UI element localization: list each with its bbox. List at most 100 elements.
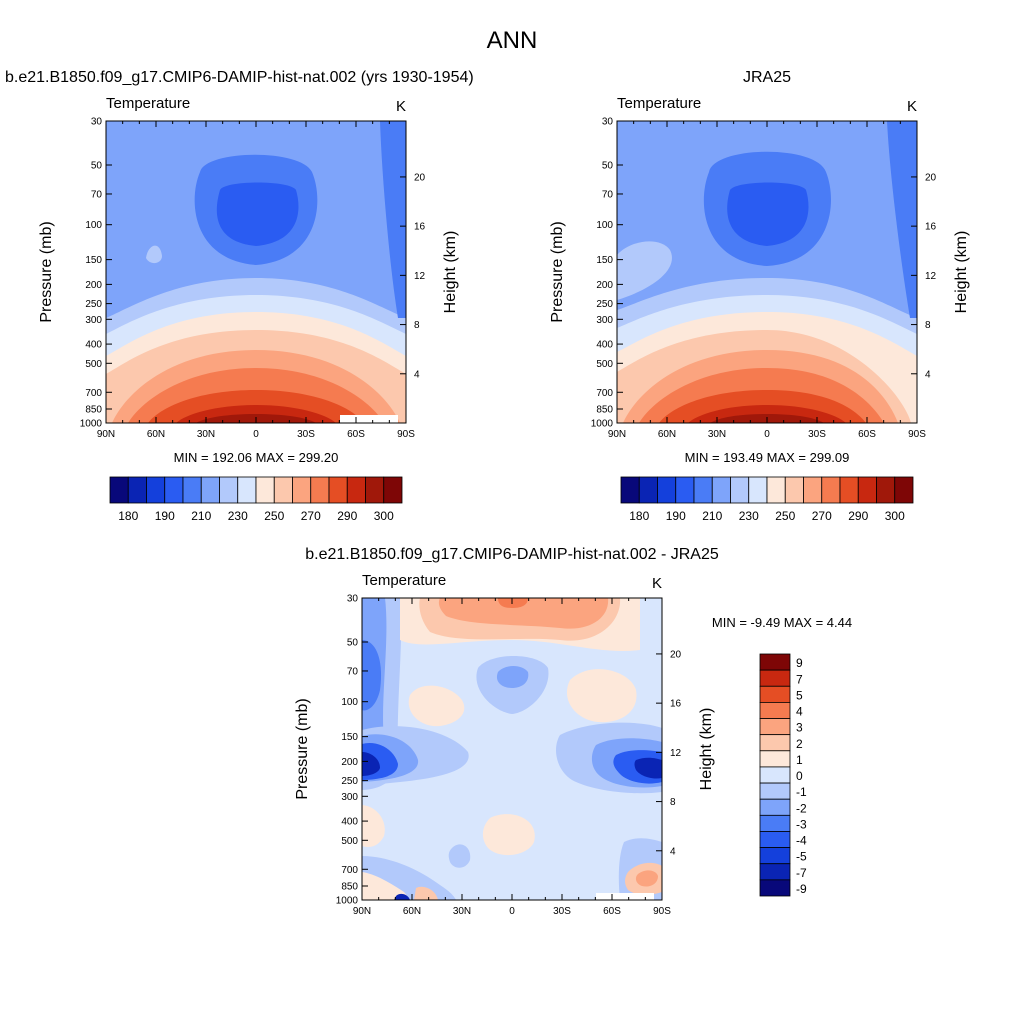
colorbar-swatch — [759, 702, 791, 719]
colorbar-swatch — [759, 669, 791, 687]
colorbar-swatch — [638, 476, 658, 504]
y-tick-label: 300 — [341, 792, 358, 803]
panel-model-plot — [106, 121, 406, 423]
y-tick-label: 300 — [596, 315, 613, 326]
x-tick-label: 90S — [397, 429, 415, 440]
y-tick-label: 1000 — [591, 419, 614, 430]
y-right-tick-label: 8 — [925, 320, 931, 331]
x-tick-label: 60N — [403, 906, 421, 917]
colorbar-swatch — [759, 653, 791, 671]
colorbar-label: 250 — [775, 509, 795, 523]
y-tick-label: 1000 — [336, 896, 359, 907]
panel-obs: JRA25 Temperature K 90N 60N 30N 0 30S 60S 90S 3… — [549, 69, 970, 523]
panel-diff-band-pos1-trop-eq — [482, 814, 535, 856]
colorbar-label: 3 — [796, 721, 803, 735]
y-tick-label: 250 — [341, 776, 358, 787]
colorbar-swatch — [146, 476, 166, 504]
y-tick-label: 250 — [596, 299, 613, 310]
panel-diff-band-pos4-top — [498, 598, 528, 608]
y-tick-label: 150 — [596, 255, 613, 266]
panel-diff-units: K — [652, 575, 662, 592]
panel-diff-stats: MIN = -9.49 MAX = 4.44 — [712, 615, 852, 630]
y-tick-label: 850 — [341, 882, 358, 893]
colorbar-swatch — [237, 476, 257, 504]
page-title: ANN — [487, 27, 538, 54]
panel-model-ylabel: Pressure (mb) — [38, 221, 55, 322]
colorbar-label: 1 — [796, 753, 803, 767]
colorbar-label: 190 — [155, 509, 175, 523]
panel-obs-ticks: 90N 60N 30N 0 30S 60S 90S 30 50 70 100 150 200 250 300… — [591, 117, 937, 441]
y-tick-label: 30 — [91, 117, 103, 128]
panel-obs-left-string: Temperature — [617, 95, 701, 112]
colorbar-swatch — [164, 476, 184, 504]
colorbar-swatch — [759, 766, 791, 784]
colorbar-swatch — [803, 476, 823, 504]
colorbar-swatch — [784, 476, 804, 504]
y-right-tick-label: 20 — [925, 172, 937, 183]
colorbar-label: 270 — [812, 509, 832, 523]
colorbar-swatch — [759, 847, 791, 865]
colorbar-swatch — [730, 476, 750, 504]
y-tick-label: 70 — [91, 189, 103, 200]
colorbar-label: 180 — [629, 509, 649, 523]
y-right-tick-label: 8 — [414, 320, 420, 331]
panel-obs-band-220-sp — [887, 121, 917, 318]
x-tick-label: 0 — [509, 906, 515, 917]
colorbar-swatch — [759, 863, 791, 881]
panel-obs-plot — [617, 121, 917, 423]
y-right-tick-label: 12 — [925, 271, 937, 282]
colorbar-swatch — [766, 476, 786, 504]
panel-obs-colorbar: 180 190 210 230 250 270 290 300 — [620, 476, 914, 523]
colorbar-label: 4 — [796, 705, 803, 719]
y-tick-label: 100 — [85, 220, 102, 231]
panel-model-band-200-upper — [216, 182, 299, 246]
colorbar-swatch — [255, 476, 275, 504]
panel-diff-band-pos1-trop-nh — [362, 805, 385, 847]
y-tick-label: 400 — [341, 817, 358, 828]
y-right-tick-label: 20 — [414, 172, 426, 183]
colorbar-swatch — [759, 734, 791, 752]
colorbar-swatch — [693, 476, 713, 504]
colorbar-swatch — [657, 476, 677, 504]
y-tick-label: 50 — [347, 637, 359, 648]
y-right-tick-label: 4 — [414, 369, 420, 380]
panel-diff-ticks: 90N 60N 30N 0 30S 60S 90S 30 50 70 100 150 200 250 300… — [336, 594, 682, 918]
y-right-tick-label: 20 — [670, 649, 682, 660]
y-right-tick-label: 12 — [414, 271, 426, 282]
y-tick-label: 500 — [85, 359, 102, 370]
panel-model-ticks: 90N 60N 30N 0 30S 60S 90S 30 50 70 100 150 200 250 300… — [80, 117, 426, 441]
colorbar-swatch — [383, 476, 403, 504]
panel-diff-band-neg6-trop-nh — [362, 752, 380, 776]
panel-diff-band-pos1-nh — [408, 685, 465, 727]
x-tick-label: 90N — [97, 429, 115, 440]
y-right-tick-label: 16 — [670, 699, 682, 710]
y-tick-label: 400 — [596, 340, 613, 351]
x-tick-label: 30N — [197, 429, 215, 440]
colorbar-label: 270 — [301, 509, 321, 523]
colorbar-swatch — [759, 782, 791, 800]
x-tick-label: 60N — [658, 429, 676, 440]
x-tick-label: 90N — [353, 906, 371, 917]
panel-obs-stats: MIN = 193.49 MAX = 299.09 — [685, 450, 850, 465]
colorbar-label: 210 — [702, 509, 722, 523]
y-tick-label: 300 — [85, 315, 102, 326]
x-tick-label: 30S — [808, 429, 826, 440]
colorbar-swatch — [876, 476, 896, 504]
colorbar-swatch — [759, 814, 791, 832]
colorbar-label: 210 — [191, 509, 211, 523]
panel-diff-ylabel-right: Height (km) — [698, 708, 715, 791]
colorbar-label: -3 — [796, 817, 807, 831]
colorbar-swatch — [346, 476, 366, 504]
colorbar-label: -7 — [796, 866, 807, 880]
colorbar-swatch — [759, 750, 791, 768]
y-tick-label: 200 — [596, 280, 613, 291]
colorbar-label: 230 — [228, 509, 248, 523]
colorbar-label: 180 — [118, 509, 138, 523]
y-tick-label: 50 — [91, 160, 103, 171]
panel-model-colorbar: 180 190 210 230 250 270 290 300 — [109, 476, 403, 523]
panel-model-left-string: Temperature — [106, 95, 190, 112]
panel-diff-plot — [362, 598, 662, 900]
panel-model-title: b.e21.B1850.f09_g17.CMIP6-DAMIP-hist-nat… — [5, 69, 474, 86]
colorbar-label: -2 — [796, 801, 807, 815]
panel-obs-band-230-high — [617, 241, 672, 300]
